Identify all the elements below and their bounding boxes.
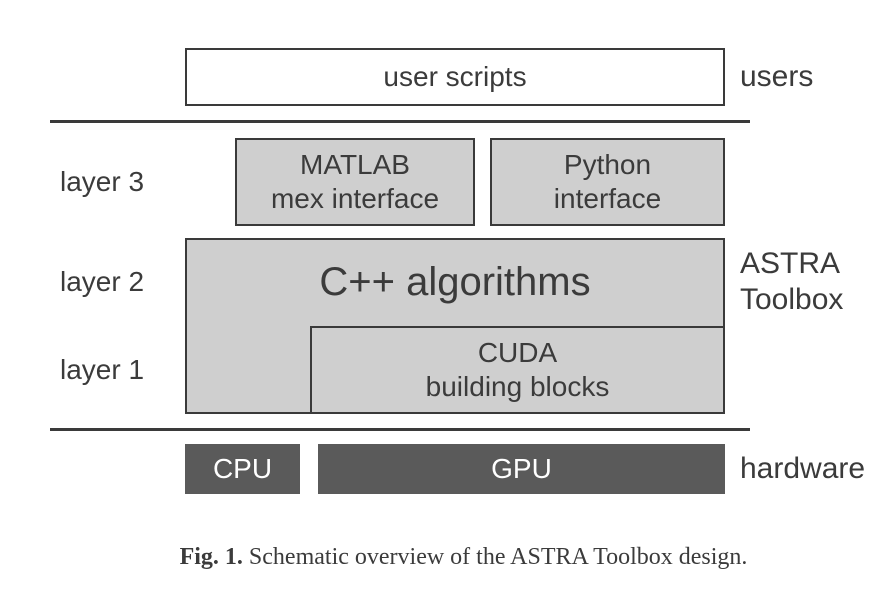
- divider-top: [50, 120, 750, 123]
- label-hardware: hardware: [740, 444, 887, 494]
- box-gpu: GPU: [318, 444, 725, 494]
- architecture-diagram: user scripts users layer 3 MATLAB mex inter…: [20, 20, 887, 524]
- figure-caption-text: Schematic overview of the ASTRA Toolbox …: [249, 544, 747, 570]
- figure-number: Fig. 1.: [180, 544, 249, 570]
- box-python-interface: Python interface: [490, 138, 725, 226]
- figure-caption: Fig. 1. Schematic overview of the ASTRA …: [20, 544, 887, 571]
- box-matlab-interface: MATLAB mex interface: [235, 138, 475, 226]
- box-cpu: CPU: [185, 444, 300, 494]
- box-cuda-building-blocks: CUDA building blocks: [310, 326, 725, 414]
- label-layer-3: layer 3: [60, 138, 180, 226]
- divider-bottom: [50, 428, 750, 431]
- box-cpp-algorithms-text: C++ algorithms: [185, 238, 725, 326]
- label-layer-2: layer 2: [60, 238, 180, 326]
- label-astra-toolbox: ASTRA Toolbox: [740, 238, 887, 326]
- label-users: users: [740, 48, 887, 106]
- box-user-scripts: user scripts: [185, 48, 725, 106]
- label-layer-1: layer 1: [60, 326, 180, 414]
